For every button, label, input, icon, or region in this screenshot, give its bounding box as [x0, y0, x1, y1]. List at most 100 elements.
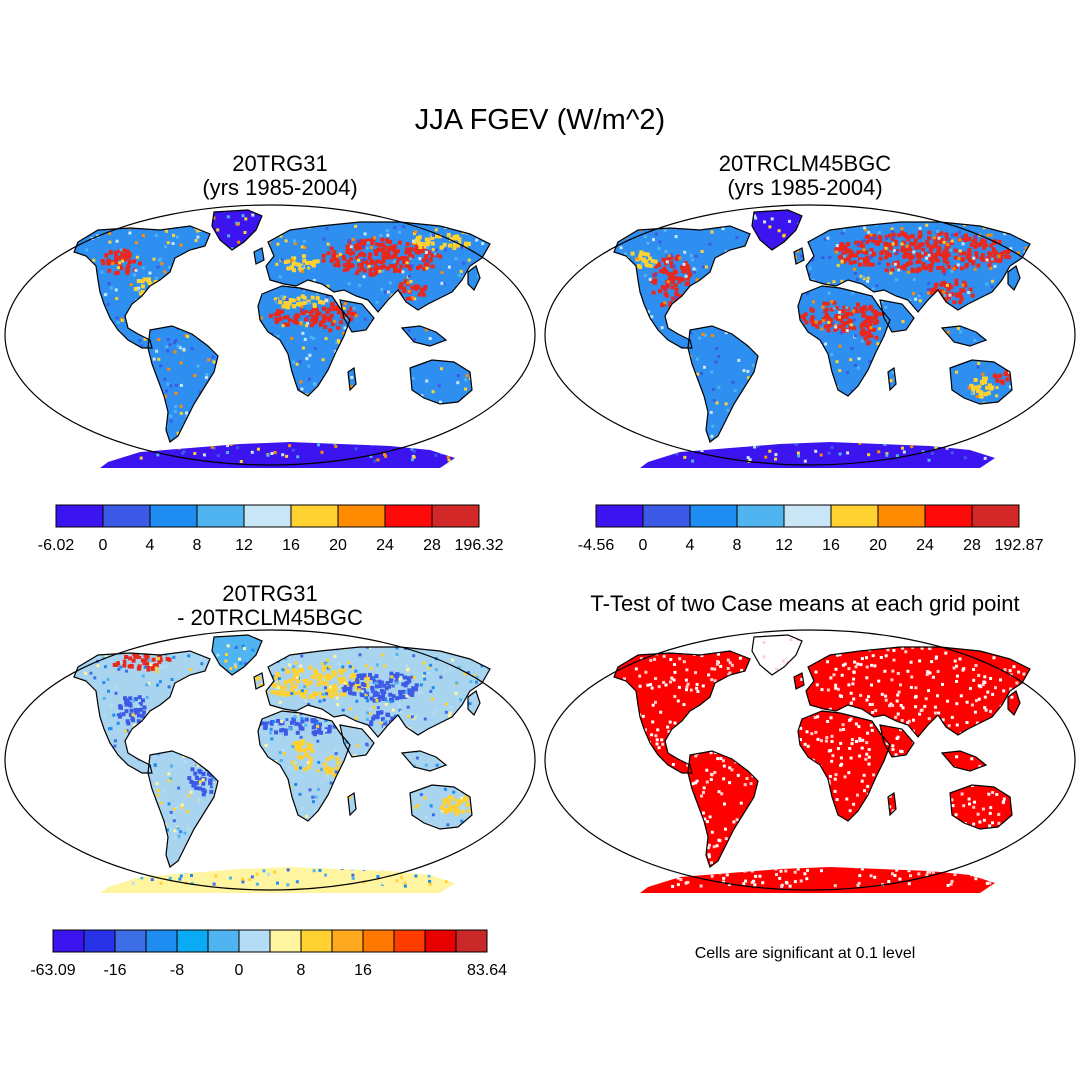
colorbar-case1-tick-label: 12 — [235, 537, 253, 554]
colorbar-case1-tick-label: 4 — [146, 537, 155, 554]
colorbar-case1-tick-label: 8 — [193, 537, 202, 554]
colorbar-case2: -4.56 0 4 8 12 16 20 24 28 192.87 — [578, 504, 1044, 554]
colorbar-diff-tick-label: -63.09 — [30, 962, 75, 979]
coastlines — [73, 209, 491, 443]
colorbar-diff-tick-label: 8 — [297, 962, 306, 979]
colorbar-diff-swatch — [52, 929, 85, 953]
colorbar-case1-swatch — [196, 504, 245, 528]
colorbar-case2-tick-label: 12 — [775, 537, 793, 554]
colorbar-diff-tick-label: -16 — [103, 962, 126, 979]
land-greenland — [212, 210, 262, 250]
panel-title-case2: 20TRCLM45BGC (yrs 1985-2004) — [605, 152, 1005, 200]
significance-note: Cells are significant at 0.1 level — [694, 945, 916, 962]
globe-outline — [4, 204, 536, 466]
colorbar-case1-swatch — [431, 504, 480, 528]
map-case2 — [544, 204, 1076, 468]
globe-outline — [544, 204, 1076, 466]
panel-title-ttest: T-Test of two Case means at each grid po… — [590, 591, 1020, 616]
panel-title-case2-line2: (yrs 1985-2004) — [727, 175, 883, 200]
colorbar-diff-swatch — [207, 929, 240, 953]
panel-title-case2-line1: 20TRCLM45BGC — [718, 151, 892, 176]
land-indonesia — [402, 326, 446, 346]
map-case1 — [4, 204, 536, 468]
coastlines — [73, 634, 491, 868]
colorbar-case2-swatch — [783, 504, 832, 528]
land-africa — [258, 711, 350, 821]
panel-title-case1: 20TRG31 (yrs 1985-2004) — [80, 152, 480, 200]
coastlines — [613, 209, 1031, 443]
land-south-america — [688, 751, 758, 867]
colorbar-diff-tick-label: -8 — [170, 962, 184, 979]
colorbar-case1-swatch — [243, 504, 292, 528]
land-uk — [254, 248, 264, 264]
land-south-america — [688, 326, 758, 442]
colorbar-case1-swatch — [337, 504, 386, 528]
colorbar-case2-swatch — [877, 504, 926, 528]
colorbar-case1-swatch — [149, 504, 198, 528]
colorbar-case1-tick-label: 28 — [423, 537, 441, 554]
land-indonesia — [942, 751, 986, 771]
colorbar-case2-tick-label: 24 — [916, 537, 934, 554]
colorbar-diff-swatch — [362, 929, 395, 953]
land-africa — [798, 286, 890, 396]
panel-title-diff-line2: - 20TRCLM45BGC — [177, 605, 363, 630]
colorbar-diff-swatch — [393, 929, 426, 953]
colorbar-diff: -63.09 -16 -8 0 8 16 83.64 — [30, 929, 507, 979]
land-antarctica — [100, 867, 455, 893]
colorbar-diff-swatch — [269, 929, 302, 953]
colorbar-case2-tick-label: 20 — [869, 537, 887, 554]
colorbar-case2-swatch — [689, 504, 738, 528]
colorbar-diff-swatch — [83, 929, 116, 953]
colorbar-case1: -6.02 0 4 8 12 16 20 24 28 196.32 — [38, 504, 504, 554]
map-diff — [4, 629, 536, 893]
land-greenland — [212, 635, 262, 675]
colorbar-case2-swatch — [736, 504, 785, 528]
colorbar-case2-swatch — [971, 504, 1020, 528]
colorbar-diff-swatch — [145, 929, 178, 953]
colorbar-case1-swatch — [290, 504, 339, 528]
colorbar-case1-swatch — [55, 504, 104, 528]
land-antarctica — [640, 442, 995, 468]
land-greenland — [752, 635, 802, 675]
globe-outline — [544, 629, 1076, 891]
colorbar-case2-tick-label: 192.87 — [995, 537, 1044, 554]
colorbar-case2-tick-label: -4.56 — [578, 537, 615, 554]
land-uk — [794, 673, 804, 689]
colorbar-case2-swatch — [830, 504, 879, 528]
colorbar-diff-tick-label: 83.64 — [467, 962, 507, 979]
colorbar-diff-swatch — [238, 929, 271, 953]
colorbar-case1-tick-label: 20 — [329, 537, 347, 554]
land-australia — [410, 360, 472, 404]
panel-title-diff-line1: 20TRG31 — [222, 581, 318, 606]
panel-title-case1-line2: (yrs 1985-2004) — [202, 175, 358, 200]
colorbar-case2-tick-label: 8 — [733, 537, 742, 554]
globe-outline — [4, 629, 536, 891]
land-south-america — [148, 326, 218, 442]
colorbar-case2-tick-label: 16 — [822, 537, 840, 554]
colorbar-diff-swatch — [300, 929, 333, 953]
colorbar-case2-swatch — [642, 504, 691, 528]
colorbar-diff-swatch — [114, 929, 147, 953]
panel-title-case1-line1: 20TRG31 — [232, 151, 328, 176]
colorbar-case2-tick-label: 0 — [639, 537, 648, 554]
map-ttest — [544, 629, 1076, 893]
colorbar-case1-tick-label: 24 — [376, 537, 394, 554]
colorbar-case2-swatch — [924, 504, 973, 528]
figure-title: JJA FGEV (W/m^2) — [414, 104, 666, 136]
colorbar-case1-tick-label: 16 — [282, 537, 300, 554]
land-indonesia — [402, 751, 446, 771]
colorbar-diff-swatch — [331, 929, 364, 953]
panel-title-diff: 20TRG31 - 20TRCLM45BGC — [70, 582, 470, 630]
colorbar-diff-swatch — [176, 929, 209, 953]
colorbar-case2-tick-label: 4 — [686, 537, 695, 554]
colorbar-diff-tick-label: 16 — [354, 962, 372, 979]
colorbar-case2-tick-label: 28 — [963, 537, 981, 554]
colorbar-diff-tick-label: 0 — [235, 962, 244, 979]
colorbar-diff-swatch — [455, 929, 488, 953]
colorbar-case1-tick-label: -6.02 — [38, 537, 75, 554]
colorbar-case1-tick-label: 0 — [99, 537, 108, 554]
land-antarctica — [100, 442, 455, 468]
colorbar-diff-swatch — [424, 929, 457, 953]
colorbar-case1-swatch — [384, 504, 433, 528]
colorbar-case1-tick-label: 196.32 — [455, 537, 504, 554]
